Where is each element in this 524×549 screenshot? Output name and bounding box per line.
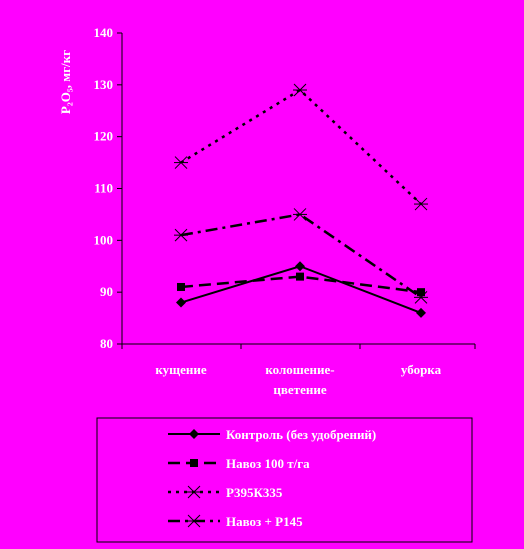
- y-tick-label: 140: [94, 25, 114, 40]
- legend-swatch-marker: [190, 459, 198, 467]
- legend-swatch-marker: [187, 485, 201, 499]
- series-line: [180, 213, 422, 299]
- legend-swatch-marker: [187, 514, 201, 528]
- y-tick-label: 100: [94, 232, 114, 247]
- series-3: [174, 208, 428, 304]
- axes: 80 90 100 110 120 130 140 кущение колошение-цвет…: [94, 25, 476, 397]
- data-point: [296, 272, 304, 281]
- legend-box: [96, 417, 473, 543]
- series-line: [180, 88, 422, 205]
- series-1: [177, 272, 425, 297]
- x-tick-label: уборка: [401, 362, 442, 377]
- data-point: [174, 156, 188, 169]
- series-2: [174, 83, 428, 211]
- series-0: [176, 261, 426, 318]
- data-point: [174, 228, 188, 242]
- data-point: [417, 288, 425, 297]
- data-point: [293, 208, 307, 221]
- legend-entry-label: Навоз + Р145: [226, 514, 303, 529]
- y-axis-label-group: P₂O₅, мг/кг: [58, 50, 73, 114]
- data-point: [293, 83, 307, 97]
- legend-entry-label: Контроль (без удобрений): [226, 427, 376, 442]
- data-point: [414, 197, 428, 211]
- series-layer: [174, 83, 428, 318]
- data-point: [414, 290, 428, 304]
- y-tick-label: 130: [94, 77, 114, 92]
- y-axis-label: P₂O₅, мг/кг: [58, 50, 73, 114]
- legend-entry-label: Навоз 100 т/га: [226, 456, 310, 471]
- x-tick-label: кущение: [155, 362, 207, 377]
- y-tick-label: 120: [94, 129, 114, 144]
- x-tick-label: колошение-: [265, 362, 334, 377]
- y-tick-label: 110: [94, 181, 113, 196]
- data-point: [176, 297, 186, 308]
- y-tick-label: 90: [100, 284, 113, 299]
- data-point: [416, 307, 426, 318]
- y-tick-label: 80: [100, 336, 113, 351]
- x-tick-label: цветение: [273, 382, 326, 397]
- legend-entry-label: Р395К335: [226, 485, 283, 500]
- legend-swatch-marker: [189, 429, 199, 439]
- legend: Контроль (без удобрений) Навоз 100 т/га Р3…: [96, 417, 473, 543]
- data-point: [295, 261, 305, 272]
- data-point: [177, 282, 185, 291]
